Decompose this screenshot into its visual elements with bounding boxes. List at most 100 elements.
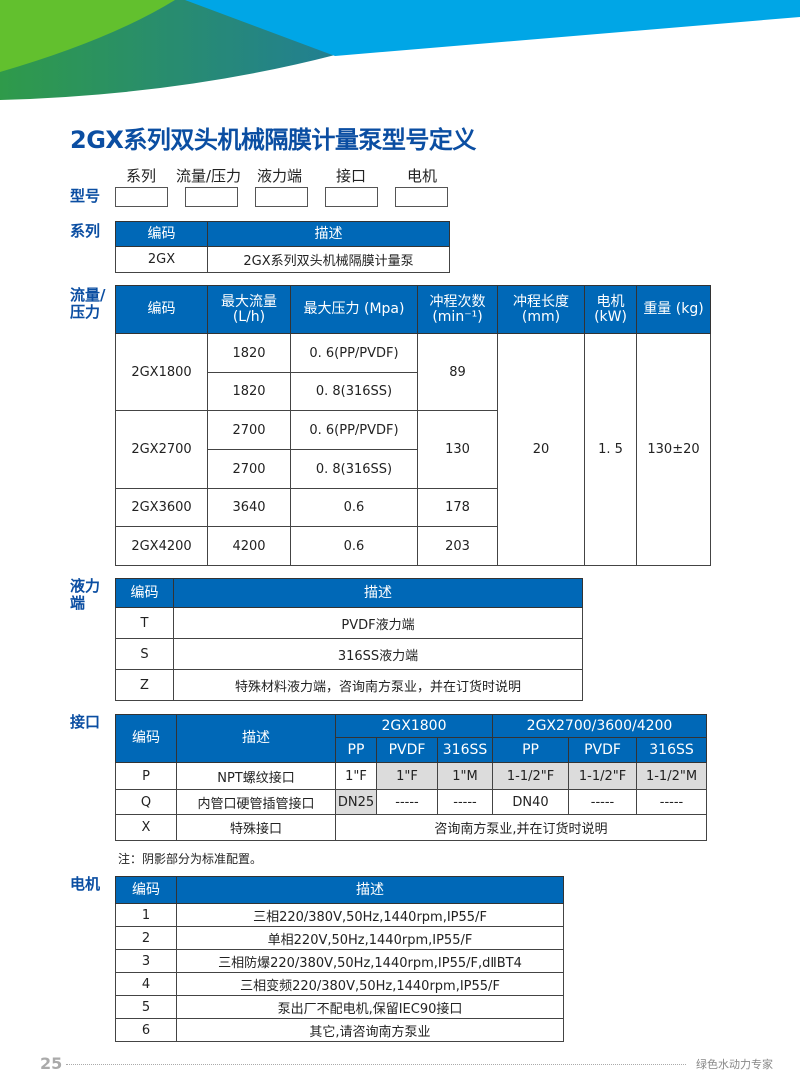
cell: ----- (376, 789, 438, 815)
footer-divider (66, 1064, 686, 1065)
cell: 3 (115, 949, 177, 973)
cell: 3640 (207, 488, 291, 527)
interface-note: 注：阴影部分为标准配置。 (118, 852, 263, 866)
header-cell: PP (335, 737, 377, 763)
model-label: 型号 (70, 187, 101, 205)
cell: 三相防爆220/380V,50Hz,1440rpm,IP55/F,dⅡBT4 (176, 949, 564, 973)
table-row: 3 三相防爆220/380V,50Hz,1440rpm,IP55/F,dⅡBT4 (115, 949, 564, 973)
cell: P (115, 762, 177, 790)
cell: 单相220V,50Hz,1440rpm,IP55/F (176, 926, 564, 950)
header-cell: PVDF (568, 737, 638, 763)
cell: 0.6 (290, 526, 418, 566)
header-cell: 最大压力 (Mpa) (290, 285, 418, 334)
motor-label: 电机 (70, 875, 101, 893)
cell: 0. 6(PP/PVDF) (290, 333, 418, 373)
cell: T (115, 607, 174, 639)
cell: 1"F (335, 762, 377, 790)
header-cell: 编码 (115, 221, 208, 247)
cell: 1. 5 (584, 333, 637, 566)
cell: 4 (115, 972, 177, 996)
header-cell: 316SS (636, 737, 707, 763)
table-row: 6 其它,请咨询南方泵业 (115, 1018, 564, 1042)
cell: 130±20 (636, 333, 711, 566)
header-cell: 描述 (176, 876, 564, 904)
table-row: S 316SS液力端 (115, 638, 583, 670)
model-box-motor (395, 187, 448, 207)
cell: 1-1/2"M (636, 762, 707, 790)
cell: NPT螺纹接口 (176, 762, 336, 790)
header-cell: PP (492, 737, 570, 763)
cell: 2 (115, 926, 177, 950)
cell: 三相220/380V,50Hz,1440rpm,IP55/F (176, 903, 564, 927)
model-part-label: 系列 (126, 167, 157, 185)
cell: 泵出厂不配电机,保留IEC90接口 (176, 995, 564, 1019)
hydraulic-label: 液力端 (70, 577, 101, 612)
model-box-hydraulic (255, 187, 308, 207)
cell: ----- (636, 789, 707, 815)
cell: 2GX (115, 246, 208, 273)
cell: 0. 8(316SS) (290, 372, 418, 411)
model-part-label: 液力端 (257, 167, 303, 185)
model-cell: 2GX3600 (115, 488, 208, 527)
cell: 130 (417, 410, 498, 489)
header-cell: 冲程次数 (min⁻¹) (417, 285, 498, 334)
cell: 316SS液力端 (173, 638, 583, 670)
motor-table: 编码 描述 1 三相220/380V,50Hz,1440rpm,IP55/F 2 单相2… (115, 876, 564, 1042)
model-part-label: 电机 (407, 167, 438, 185)
cell: 4200 (207, 526, 291, 566)
cell: 203 (417, 526, 498, 566)
flow-table: 编码 最大流量 (L/h) 最大压力 (Mpa) 冲程次数 (min⁻¹) 冲程… (115, 285, 711, 566)
cell: 2700 (207, 410, 291, 450)
cell: 1820 (207, 372, 291, 411)
cell: ----- (568, 789, 638, 815)
table-row: 1 三相220/380V,50Hz,1440rpm,IP55/F (115, 903, 564, 927)
header-cell: 编码 (115, 876, 177, 904)
cell: DN25 (335, 789, 377, 815)
cell: Q (115, 789, 177, 815)
cell: S (115, 638, 174, 670)
cell: 0. 8(316SS) (290, 449, 418, 489)
header-cell: 描述 (207, 221, 450, 247)
cell: ----- (436, 789, 494, 815)
cell: 1820 (207, 333, 291, 373)
table-row: 5 泵出厂不配电机,保留IEC90接口 (115, 995, 564, 1019)
model-cell: 2GX4200 (115, 526, 208, 566)
model-cell: 2GX1800 (115, 333, 208, 411)
series-table: 编码 描述 2GX 2GX系列双头机械隔膜计量泵 (115, 221, 450, 273)
cell: 1"F (376, 762, 438, 790)
header-cell: 编码 (115, 285, 208, 334)
cell: 5 (115, 995, 177, 1019)
cell: 特殊接口 (176, 814, 336, 841)
header-cell: 电机 (kW) (584, 285, 637, 334)
cell: 1-1/2"F (492, 762, 570, 790)
cell: 20 (497, 333, 585, 566)
header-cell: 重量 (kg) (636, 285, 711, 334)
model-part-label: 流量/压力 (176, 167, 242, 185)
cell: 178 (417, 488, 498, 527)
series-label: 系列 (70, 222, 101, 240)
footer-slogan: 绿色水动力专家 (696, 1058, 773, 1071)
model-box-flow (185, 187, 238, 207)
interface-label: 接口 (70, 713, 101, 731)
cell: 其它,请咨询南方泵业 (176, 1018, 564, 1042)
cell: 6 (115, 1018, 177, 1042)
header-banner (0, 0, 800, 100)
cell: Z (115, 669, 174, 701)
cell: 内管口硬管插管接口 (176, 789, 336, 815)
cell: 0.6 (290, 488, 418, 527)
header-cell: 2GX1800 (334, 714, 494, 738)
header-cell: PVDF (376, 737, 438, 763)
model-box-series (115, 187, 168, 207)
page-number: 25 (40, 1054, 63, 1073)
table-row: 4 三相变频220/380V,50Hz,1440rpm,IP55/F (115, 972, 564, 996)
model-box-interface (325, 187, 378, 207)
cell: 特殊材料液力端，咨询南方泵业，并在订货时说明 (173, 669, 583, 701)
header-cell: 316SS (436, 737, 494, 763)
header-cell: 2GX2700/3600/4200 (492, 714, 707, 738)
model-part-label: 接口 (336, 167, 367, 185)
table-row: 2 单相220V,50Hz,1440rpm,IP55/F (115, 926, 564, 950)
cell: 1"M (436, 762, 494, 790)
header-cell: 最大流量 (L/h) (207, 285, 291, 334)
table-row: T PVDF液力端 (115, 607, 583, 639)
hydraulic-table: 编码 描述 T PVDF液力端 S 316SS液力端 Z 特殊材料液力端，咨询南方泵业，并在… (115, 578, 583, 701)
